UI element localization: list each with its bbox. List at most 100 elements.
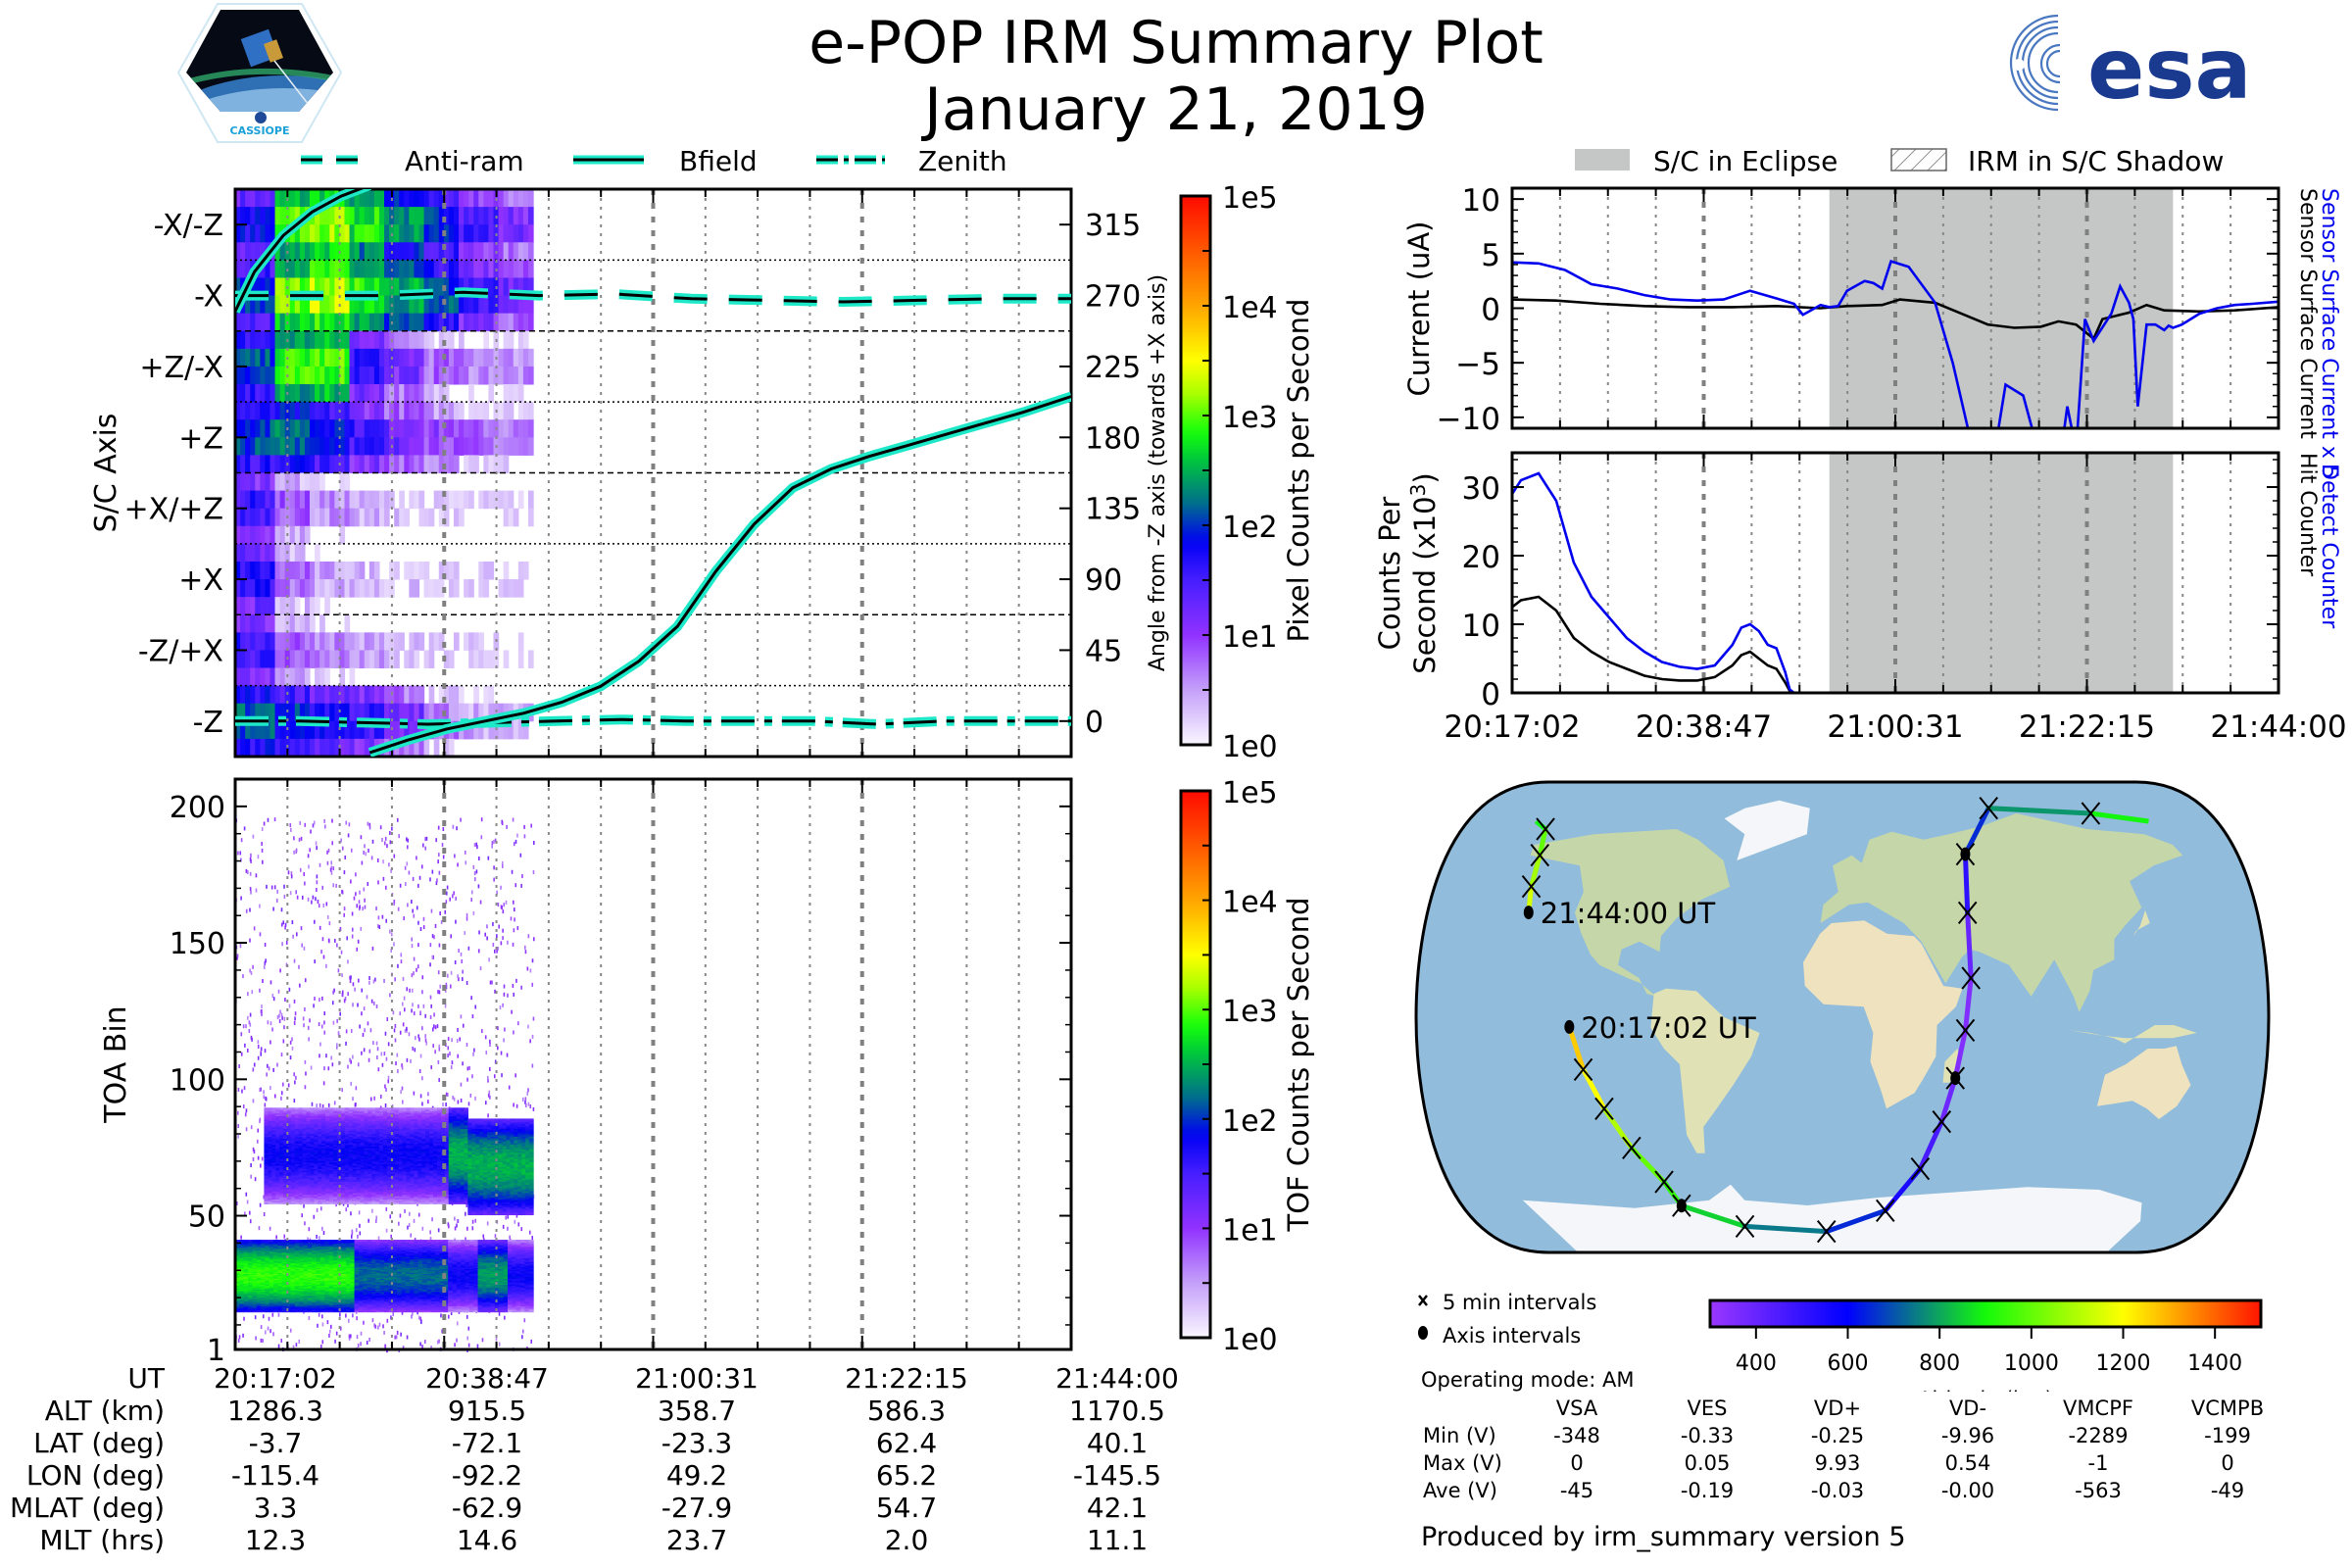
heatmap-cell	[459, 437, 465, 456]
heatmap-cell	[443, 508, 450, 527]
noise-pixel	[351, 1229, 354, 1234]
heatmap-cell	[299, 1305, 305, 1308]
heatmap-cell	[235, 1305, 240, 1308]
heatmap-cell	[345, 1301, 351, 1304]
heatmap-cell	[248, 1294, 253, 1297]
heatmap-cell	[265, 543, 271, 563]
heatmap-cell	[294, 1252, 300, 1255]
heatmap-cell	[329, 224, 335, 243]
heatmap-cell	[358, 1285, 364, 1288]
noise-pixel	[430, 1065, 433, 1070]
heatmap-cell	[235, 738, 241, 758]
noise-pixel	[386, 844, 388, 849]
noise-pixel	[496, 890, 498, 895]
heatmap-cell	[286, 1267, 292, 1270]
heatmap-cell	[513, 437, 519, 456]
heatmap-cell	[235, 1279, 240, 1282]
heatmap-cell	[468, 277, 474, 297]
heatmap-cell	[483, 260, 490, 278]
heatmap-cell	[332, 1304, 338, 1307]
noise-pixel	[329, 1324, 332, 1329]
heatmap-cell	[250, 313, 256, 332]
heatmap-cell	[261, 1294, 267, 1297]
heatmap-cell	[299, 1294, 305, 1297]
heatmap-cell	[277, 1288, 283, 1290]
heatmap-cell	[404, 330, 410, 350]
heatmap-cell	[324, 1301, 330, 1304]
heatmap-cell	[341, 1243, 347, 1246]
heatmap-cell	[260, 366, 267, 385]
heatmap-cell	[363, 1290, 368, 1293]
heatmap-cell	[239, 1262, 245, 1265]
noise-pixel	[429, 995, 432, 1000]
heatmap-cell	[248, 1292, 253, 1295]
heatmap-cell	[522, 242, 529, 261]
heatmap-cell	[312, 1259, 318, 1262]
noise-pixel	[280, 1012, 283, 1017]
heatmap-cell	[290, 1259, 296, 1262]
heatmap-cell	[339, 330, 346, 350]
heatmap-cell	[319, 1289, 325, 1292]
noise-pixel	[316, 874, 318, 879]
heatmap-cell	[337, 1294, 343, 1297]
heatmap-cell	[294, 1254, 300, 1257]
heatmap-cell	[328, 1274, 334, 1277]
heatmap-cell	[324, 1242, 330, 1245]
heatmap-cell	[464, 579, 469, 598]
noise-pixel	[416, 964, 419, 969]
heatmap-cell	[261, 1283, 267, 1285]
heatmap-cell	[334, 437, 341, 456]
heatmap-cell	[328, 1248, 334, 1250]
noise-pixel	[497, 946, 499, 951]
heatmap-cell	[354, 1251, 360, 1254]
zenith-line	[235, 717, 1071, 726]
heatmap-cell	[503, 579, 510, 598]
noise-pixel	[318, 1236, 320, 1241]
heatmap-cell	[269, 1283, 274, 1285]
heatmap-cell	[269, 1256, 274, 1259]
noise-pixel	[419, 1316, 422, 1321]
heatmap-cell	[428, 260, 435, 278]
heatmap-cell	[404, 295, 410, 315]
heatmap-cell	[255, 508, 261, 527]
heatmap-cell	[384, 224, 390, 243]
heatmap-cell	[324, 1299, 330, 1302]
heatmap-cell	[250, 650, 256, 669]
noise-pixel	[369, 1097, 372, 1102]
heatmap-cell	[433, 437, 440, 456]
heatmap-cell	[378, 455, 385, 473]
heatmap-cell	[239, 1277, 245, 1279]
heatmap-cell	[303, 1301, 309, 1304]
heatmap-cell	[498, 455, 505, 473]
noise-pixel	[345, 1207, 348, 1212]
noise-pixel	[413, 956, 416, 961]
noise-pixel	[513, 928, 515, 933]
noise-pixel	[364, 898, 366, 903]
noise-pixel	[377, 915, 380, 920]
heatmap-cell	[235, 1283, 240, 1285]
heatmap-cell	[260, 260, 267, 278]
heatmap-cell	[265, 1300, 270, 1303]
noise-pixel	[416, 856, 417, 860]
heatmap-cell	[358, 1263, 364, 1266]
heatmap-cell	[312, 1286, 318, 1289]
heatmap-cell	[448, 455, 455, 473]
heatmap-cell	[373, 313, 380, 332]
noise-pixel	[459, 1037, 462, 1042]
noise-pixel	[401, 1002, 404, 1006]
heatmap-cell	[324, 1290, 330, 1293]
heatmap-cell	[235, 1273, 240, 1276]
heatmap-cell	[307, 1250, 313, 1252]
heatmap-cell	[354, 242, 361, 261]
heatmap-cell	[341, 1279, 347, 1282]
heatmap-cell	[324, 1247, 330, 1250]
heatmap-cell	[307, 1259, 313, 1262]
noise-pixel	[425, 836, 428, 841]
heatmap-cell	[289, 384, 296, 403]
heatmap-cell	[274, 720, 281, 740]
heatmap-cell	[279, 366, 286, 385]
heatmap-cell	[248, 1299, 253, 1302]
noise-pixel	[496, 949, 498, 954]
heatmap-cell	[294, 1261, 300, 1263]
heatmap-cell	[350, 1257, 356, 1260]
